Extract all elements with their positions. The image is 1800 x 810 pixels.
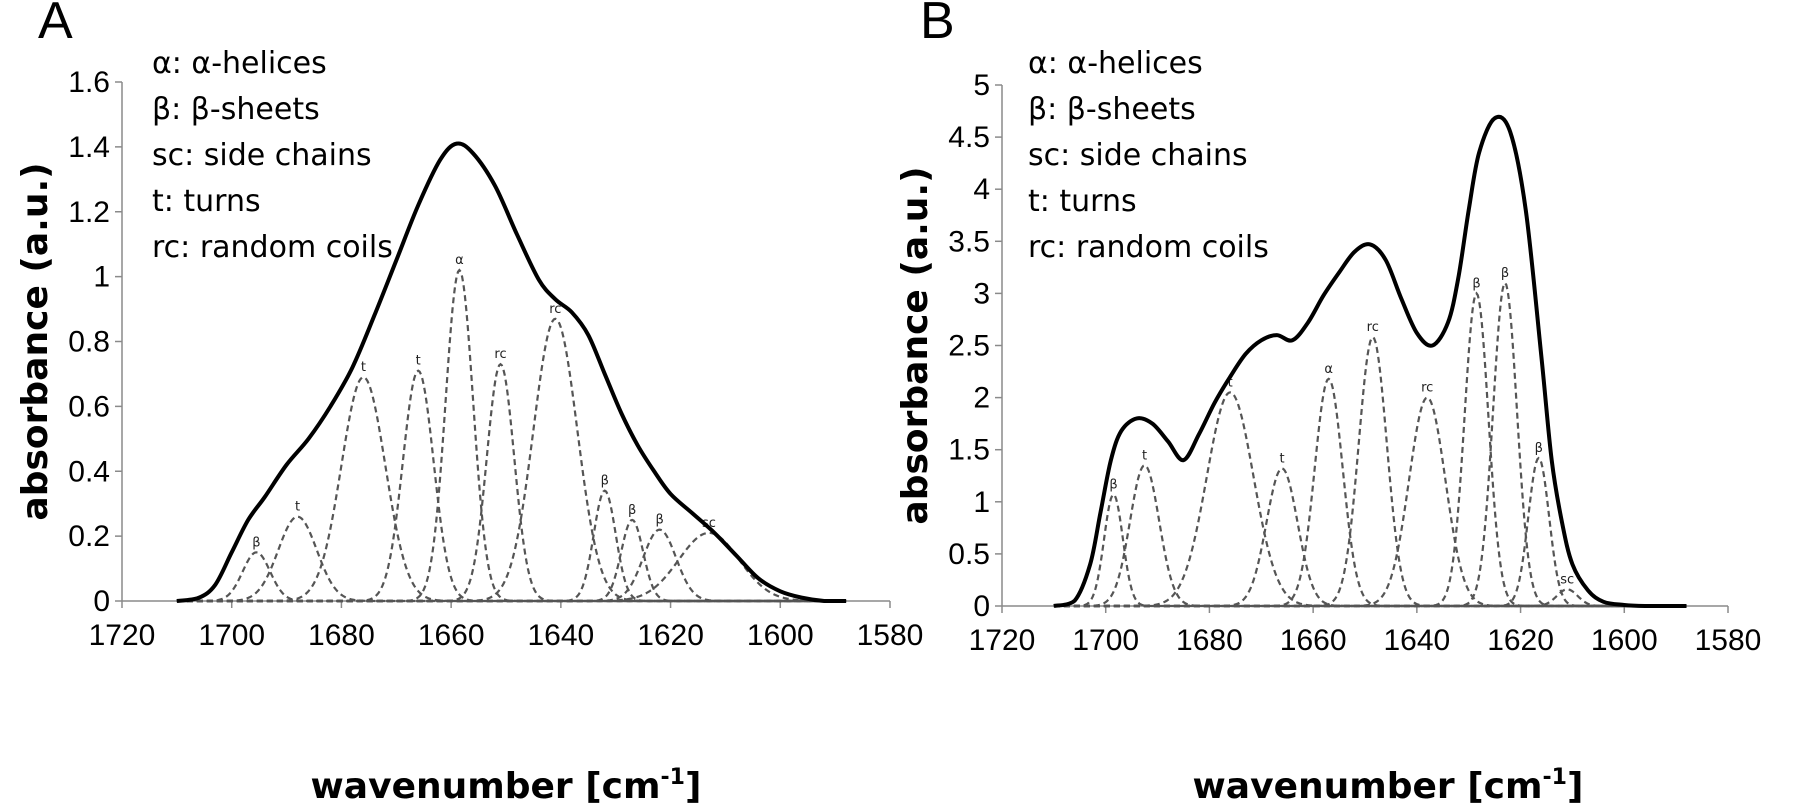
y-tick-label: 5 [973,69,990,102]
y-tick-label: 1.6 [68,66,110,99]
component-band-curve [1053,467,1687,608]
y-axis-title: absorbance (a.u.) [895,166,936,524]
y-tick-label: 1.5 [948,434,990,467]
component-band-curve [1053,588,1687,608]
envelope-curve [176,141,847,603]
component-band-label: t [361,360,366,375]
x-tick-label: 1580 [857,619,924,652]
x-tick-label: 1720 [969,624,1036,657]
x-axis-title: wavenumber [cm-1] [1193,765,1584,807]
component-band-curve [176,317,847,603]
component-band-curve [1053,396,1687,608]
envelope-curve [1053,114,1687,608]
y-tick-label: 0 [973,590,990,623]
component-band-curve [1053,456,1687,608]
component-band-label: β [601,474,609,489]
legend-entry: α: α-helices [152,46,327,81]
panel-label-a: A [38,0,73,50]
component-band-curve [1053,464,1687,608]
component-band-curve [176,515,847,603]
y-tick-label: 2 [973,382,990,415]
x-tick-label: 1680 [308,619,375,652]
y-tick-label: 3.5 [948,225,990,258]
x-tick-label: 1620 [1487,624,1554,657]
y-tick-label: 2.5 [948,330,990,363]
component-band-curve [1053,391,1687,608]
component-band-label: rc [494,347,506,362]
component-band-label: t [1228,375,1233,390]
y-axis-title: absorbance (a.u.) [15,162,56,520]
component-band-label: β [1109,478,1117,493]
y-tick-label: 3 [973,277,990,310]
y-tick-label: 0.5 [948,538,990,571]
component-band-label: t [416,354,421,369]
x-tick-label: 1700 [198,619,265,652]
y-tick-label: 1.4 [68,131,110,164]
legend-entry: sc: side chains [1028,138,1248,173]
y-tick-label: 0.4 [68,455,110,488]
component-band-label: rc [1367,320,1379,335]
y-tick-label: 0 [93,585,110,618]
x-tick-label: 1700 [1072,624,1139,657]
legend-entry: rc: random coils [1028,230,1269,265]
component-band-curve [1053,377,1687,608]
component-band-label: β [1501,266,1509,281]
legend-entry: α: α-helices [1028,46,1203,81]
component-band-label: α [1324,362,1333,377]
x-tick-label: 1720 [89,619,156,652]
x-tick-label: 1640 [1383,624,1450,657]
component-band-label: rc [1421,381,1433,396]
component-band-curve [1053,493,1687,608]
component-band-curve [176,268,847,603]
x-tick-label: 1580 [1695,624,1762,657]
y-tick-label: 1.2 [68,196,110,229]
component-band-label: α [455,253,464,268]
y-tick-label: 4.5 [948,121,990,154]
x-tick-label: 1660 [1280,624,1347,657]
component-band-label: β [655,513,663,528]
component-band-label: t [1142,448,1147,463]
y-tick-label: 1 [93,261,110,294]
y-tick-label: 0.6 [68,390,110,423]
component-band-label: β [252,535,260,550]
legend-entry: t: turns [152,184,261,219]
y-tick-label: 0.2 [68,520,110,553]
legend-entry: β: β-sheets [152,92,320,127]
x-tick-label: 1620 [637,619,704,652]
x-tick-label: 1600 [747,619,814,652]
panel-label-b: B [920,0,955,50]
x-tick-label: 1660 [418,619,485,652]
component-band-curve [176,551,847,603]
y-tick-label: 4 [973,173,990,206]
component-band-label: rc [549,302,561,317]
y-tick-label: 0.8 [68,326,110,359]
component-band-label: β [628,503,636,518]
x-tick-label: 1680 [1176,624,1243,657]
y-tick-label: 1 [973,486,990,519]
component-band-curve [176,518,847,603]
legend-entry: sc: side chains [152,138,372,173]
x-tick-label: 1600 [1591,624,1658,657]
component-band-label: β [1472,276,1480,291]
legend-entry: rc: random coils [152,230,393,265]
component-band-label: t [1279,451,1284,466]
legend-entry: t: turns [1028,184,1137,219]
chart-panel-b: 0 0.5 1 1.5 2 2.5 3 3.5 4 4.5 5 1720 1700 1680 1660 164… [895,46,1761,807]
component-band-label: t [295,500,300,515]
x-tick-label: 1640 [527,619,594,652]
chart-panel-a: 0 0.2 0.4 0.6 0.8 1 1.2 1.4 1.6 1720 1700 1680 1660 1… [15,46,923,807]
component-band-label: β [1535,441,1543,456]
component-band-label: sc [1560,572,1574,587]
legend-entry: β: β-sheets [1028,92,1196,127]
x-axis-title: wavenumber [cm-1] [311,765,702,807]
